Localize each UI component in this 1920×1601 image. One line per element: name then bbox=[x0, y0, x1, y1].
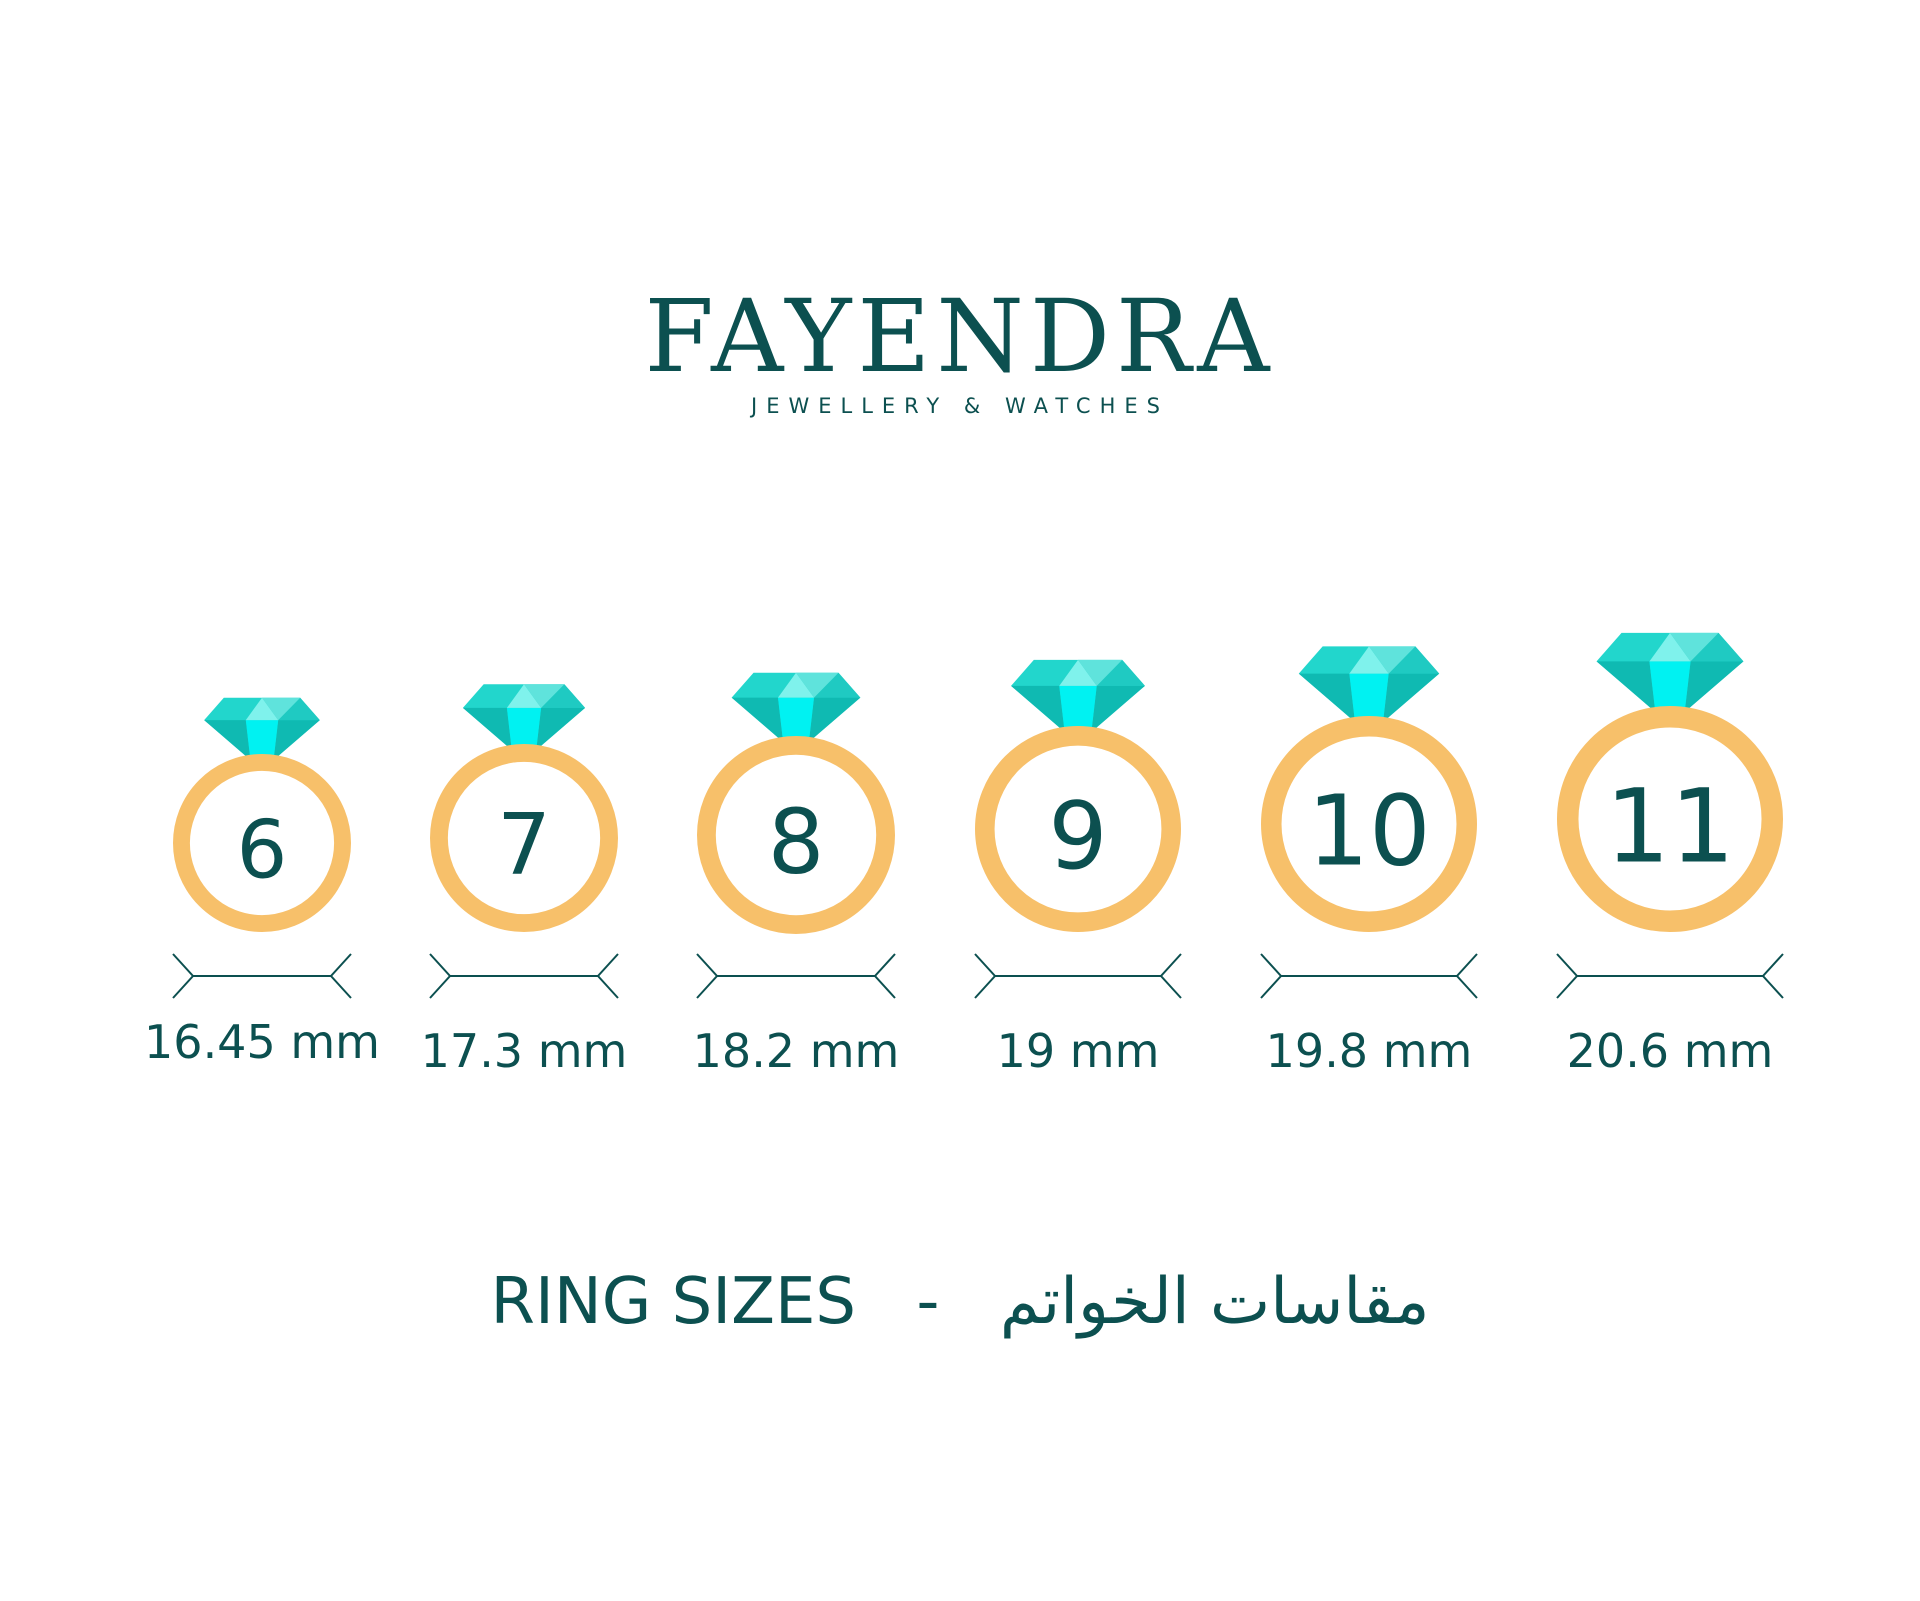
arrow-left-icon bbox=[172, 953, 195, 999]
ring-band bbox=[697, 736, 896, 935]
ring-diameter-label: 19 mm bbox=[997, 1024, 1160, 1078]
diamond-facet bbox=[278, 697, 320, 721]
ring-diameter-label: 20.6 mm bbox=[1567, 1024, 1774, 1078]
arrow-right-icon bbox=[1159, 953, 1182, 999]
diamond-facet bbox=[245, 720, 279, 760]
diamond-facet bbox=[245, 697, 279, 721]
diameter-measure-line bbox=[172, 953, 352, 999]
ring-size-6: 6 16.45 mm bbox=[144, 697, 380, 1069]
arrow-right-icon bbox=[596, 953, 619, 999]
diamond-facet bbox=[1649, 661, 1691, 712]
diamond-facet bbox=[1369, 646, 1416, 674]
arrow-right-icon bbox=[1761, 953, 1784, 999]
arrow-left-icon bbox=[696, 953, 719, 999]
arrow-left-icon bbox=[1260, 953, 1283, 999]
arrow-left-icon bbox=[974, 953, 997, 999]
arrow-right-icon bbox=[873, 953, 896, 999]
diamond-facet bbox=[1096, 659, 1145, 686]
arrow-right-icon bbox=[1455, 953, 1478, 999]
title-english: RING SIZES bbox=[490, 1265, 857, 1340]
ring-band bbox=[1556, 705, 1783, 932]
diameter-measure-line bbox=[696, 953, 896, 999]
diameter-measure-line bbox=[1556, 953, 1784, 999]
ring-diameter-label: 16.45 mm bbox=[144, 1015, 380, 1069]
ring-size-10: 10 19.8 mm bbox=[1260, 646, 1478, 1078]
brand-name: FAYENDRA bbox=[644, 278, 1276, 395]
diamond-facet bbox=[808, 697, 861, 742]
arrow-left-icon bbox=[429, 953, 452, 999]
ring-size-11: 11 20.6 mm bbox=[1556, 632, 1784, 1078]
diamond-facet bbox=[777, 672, 815, 698]
diamond-facet bbox=[1596, 661, 1656, 712]
diamond-icon bbox=[1298, 646, 1440, 722]
diamond-facet bbox=[506, 707, 542, 750]
ring-size-number: 8 bbox=[768, 790, 825, 894]
diamond-facet bbox=[731, 697, 784, 742]
diamond-facet bbox=[1649, 632, 1691, 662]
ring-band bbox=[975, 726, 1182, 933]
brand-tagline: JEWELLERY & WATCHES bbox=[751, 394, 1169, 418]
arrow-left-icon bbox=[1556, 953, 1579, 999]
diamond-facet bbox=[506, 684, 542, 708]
page-title: RING SIZES - مقاسات الخواتم bbox=[0, 1262, 1920, 1339]
diamond-icon bbox=[731, 672, 861, 742]
ring-size-number: 6 bbox=[237, 803, 288, 896]
ring-size-number: 9 bbox=[1048, 782, 1107, 890]
ring-size-number: 11 bbox=[1605, 767, 1735, 886]
diamond-facet bbox=[1670, 632, 1719, 662]
ring-size-7: 7 17.3 mm bbox=[421, 684, 628, 1078]
diamond-facet bbox=[1383, 673, 1440, 722]
ring-diameter-label: 18.2 mm bbox=[693, 1024, 900, 1078]
ring-band bbox=[429, 743, 618, 932]
diamond-icon bbox=[1596, 632, 1744, 712]
title-arabic: مقاسات الخواتم bbox=[999, 1265, 1430, 1340]
ring-size-number: 7 bbox=[497, 796, 551, 895]
ring-band bbox=[1261, 716, 1478, 933]
diameter-measure-line bbox=[974, 953, 1182, 999]
diamond-facet bbox=[262, 697, 301, 721]
diamond-facet bbox=[1298, 673, 1355, 722]
diamond-facet bbox=[1349, 646, 1389, 674]
diamond-facet bbox=[273, 720, 320, 760]
diamond-facet bbox=[1388, 646, 1440, 674]
diamond-icon bbox=[1011, 659, 1145, 732]
diamond-facet bbox=[796, 672, 839, 698]
diamond-facet bbox=[1684, 661, 1744, 712]
brand-logo: FAYENDRA JEWELLERY & WATCHES bbox=[0, 278, 1920, 419]
diamond-facet bbox=[1690, 632, 1744, 662]
diamond-facet bbox=[524, 684, 565, 708]
diamond-facet bbox=[462, 707, 512, 750]
diamond-facet bbox=[1091, 685, 1145, 732]
ring-diameter-label: 19.8 mm bbox=[1266, 1024, 1473, 1078]
diamond-icon bbox=[204, 697, 320, 760]
diamond-facet bbox=[777, 697, 815, 742]
diameter-measure-line bbox=[1260, 953, 1478, 999]
diamond-facet bbox=[1059, 659, 1097, 686]
diamond-facet bbox=[541, 684, 586, 708]
diamond-facet bbox=[204, 720, 251, 760]
diamond-facet bbox=[1059, 685, 1097, 732]
diamond-icon bbox=[462, 684, 586, 750]
ring-size-8: 8 18.2 mm bbox=[693, 672, 900, 1078]
diamond-facet bbox=[536, 707, 586, 750]
diamond-facet bbox=[1011, 685, 1065, 732]
ring-diameter-label: 17.3 mm bbox=[421, 1024, 628, 1078]
ring-size-number: 10 bbox=[1307, 775, 1430, 888]
arrow-right-icon bbox=[329, 953, 352, 999]
diamond-facet bbox=[1349, 673, 1389, 722]
ring-size-9: 9 19 mm bbox=[974, 659, 1182, 1078]
diameter-measure-line bbox=[429, 953, 619, 999]
diamond-facet bbox=[1078, 659, 1123, 686]
diamond-facet bbox=[814, 672, 861, 698]
ring-band bbox=[173, 754, 351, 933]
title-separator: - bbox=[916, 1265, 940, 1340]
